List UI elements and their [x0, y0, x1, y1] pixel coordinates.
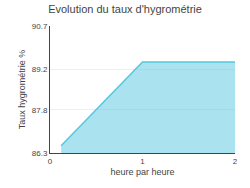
- svg-text:Taux hygrométrie %: Taux hygrométrie %: [17, 50, 27, 130]
- svg-text:heure par heure: heure par heure: [110, 167, 174, 177]
- svg-text:86.3: 86.3: [32, 149, 48, 158]
- svg-text:87.8: 87.8: [32, 106, 48, 115]
- svg-text:89.2: 89.2: [32, 65, 48, 74]
- svg-text:1: 1: [140, 157, 145, 166]
- svg-text:0: 0: [48, 157, 53, 166]
- svg-text:90.7: 90.7: [32, 22, 48, 31]
- svg-text:Evolution du taux d'hygrométri: Evolution du taux d'hygrométrie: [48, 3, 202, 15]
- svg-text:2: 2: [233, 157, 238, 166]
